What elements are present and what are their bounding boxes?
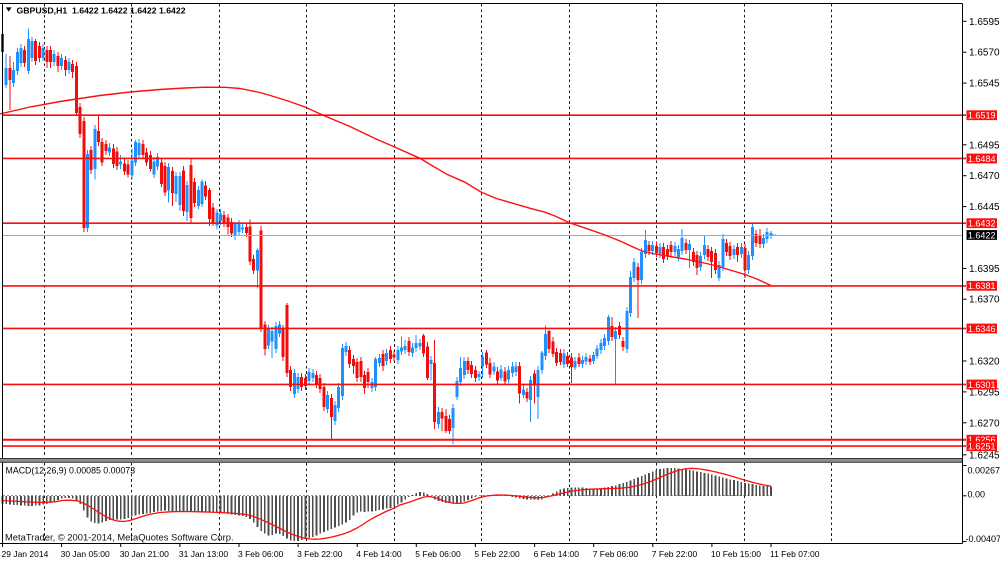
svg-text:1.6519: 1.6519 (968, 111, 996, 121)
svg-text:0.00: 0.00 (968, 490, 986, 500)
svg-text:1.6545: 1.6545 (969, 79, 1000, 90)
svg-text:7 Feb 22:00: 7 Feb 22:00 (652, 549, 698, 559)
svg-text:GBPUSD,H1 1.6422 1.6422 1.642: GBPUSD,H1 1.6422 1.6422 1.6422 1.6422 (17, 6, 186, 16)
svg-text:11 Feb 07:00: 11 Feb 07:00 (770, 549, 820, 559)
svg-text:1.6301: 1.6301 (968, 380, 996, 390)
svg-text:1.6422: 1.6422 (968, 230, 996, 240)
svg-text:7 Feb 06:00: 7 Feb 06:00 (593, 549, 639, 559)
svg-text:3 Feb 22:00: 3 Feb 22:00 (297, 549, 343, 559)
svg-text:1.6251: 1.6251 (968, 442, 996, 452)
svg-text:30 Jan 21:00: 30 Jan 21:00 (120, 549, 169, 559)
svg-text:30 Jan 05:00: 30 Jan 05:00 (61, 549, 110, 559)
svg-text:1.6295: 1.6295 (969, 387, 1000, 398)
svg-text:1.6495: 1.6495 (969, 140, 1000, 151)
svg-text:1.6346: 1.6346 (968, 324, 996, 334)
svg-text:1.6370: 1.6370 (969, 295, 1000, 306)
svg-text:10 Feb 15:00: 10 Feb 15:00 (711, 549, 761, 559)
svg-text:6 Feb 14:00: 6 Feb 14:00 (534, 549, 580, 559)
svg-text:5 Feb 22:00: 5 Feb 22:00 (474, 549, 520, 559)
svg-text:1.6381: 1.6381 (968, 281, 996, 291)
svg-text:1.6484: 1.6484 (968, 154, 996, 164)
svg-text:1.6256: 1.6256 (968, 435, 996, 445)
svg-text:31 Jan 13:00: 31 Jan 13:00 (179, 549, 228, 559)
svg-text:1.6445: 1.6445 (969, 202, 1000, 213)
svg-text:1.6395: 1.6395 (969, 264, 1000, 275)
svg-text:4 Feb 14:00: 4 Feb 14:00 (356, 549, 402, 559)
svg-text:-0.00407: -0.00407 (966, 534, 1000, 544)
svg-text:1.6245: 1.6245 (969, 450, 1000, 461)
svg-text:5 Feb 06:00: 5 Feb 06:00 (415, 549, 461, 559)
svg-text:1.6570: 1.6570 (969, 48, 1000, 59)
svg-text:1.6595: 1.6595 (969, 17, 1000, 28)
svg-text:MetaTrader, © 2001-2014, MetaQ: MetaTrader, © 2001-2014, MetaQuotes Soft… (5, 531, 234, 542)
svg-text:1.6270: 1.6270 (969, 418, 1000, 429)
svg-text:3 Feb 06:00: 3 Feb 06:00 (238, 549, 284, 559)
svg-text:0.00267: 0.00267 (968, 466, 1000, 476)
svg-text:MACD(12,26,9) 0.00085 0.00073: MACD(12,26,9) 0.00085 0.00073 (6, 466, 136, 476)
svg-text:1.6320: 1.6320 (969, 357, 1000, 368)
svg-text:1.6470: 1.6470 (969, 171, 1000, 182)
svg-text:29 Jan 2014: 29 Jan 2014 (2, 549, 49, 559)
svg-text:1.6432: 1.6432 (968, 219, 996, 229)
